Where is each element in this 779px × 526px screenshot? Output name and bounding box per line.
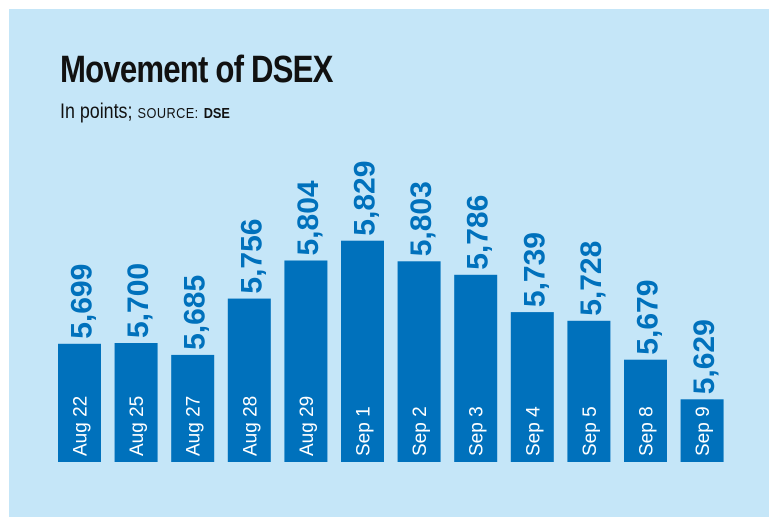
chart-subtitle: In points; SOURCE: DSE: [60, 101, 230, 122]
bar-sep-2: [397, 261, 441, 462]
chart-title: Movement of DSEX: [60, 49, 333, 91]
bar-aug-29: [284, 260, 328, 462]
subtitle-units: In points;: [60, 100, 133, 123]
bar-sep-4: [510, 312, 554, 462]
value-label: 5,629: [688, 319, 721, 394]
value-label: 5,679: [632, 280, 665, 355]
category-label: Aug 27: [184, 396, 205, 456]
category-label: Sep 9: [693, 406, 714, 456]
category-label: Sep 2: [410, 406, 431, 456]
value-label: 5,728: [575, 241, 608, 316]
value-label: 5,739: [518, 232, 551, 307]
category-label: Aug 22: [71, 396, 92, 456]
category-label: Aug 29: [297, 396, 318, 456]
source-label: SOURCE:: [137, 105, 199, 122]
value-label: 5,685: [179, 275, 212, 350]
value-label: 5,829: [349, 161, 382, 236]
category-label: Aug 25: [127, 396, 148, 456]
category-label: Sep 4: [523, 406, 544, 456]
category-label: Sep 1: [354, 406, 375, 456]
value-label: 5,756: [235, 219, 268, 294]
bar-sep-1: [341, 240, 384, 462]
value-label: 5,804: [292, 180, 325, 255]
bar-sep-3: [454, 274, 498, 462]
bar-sep-9: [680, 399, 724, 462]
value-label: 5,699: [66, 264, 99, 339]
bar-aug-25: [114, 343, 158, 462]
category-label: Sep 8: [637, 406, 658, 456]
bar-aug-28: [227, 298, 271, 462]
category-label: Sep 5: [580, 406, 601, 456]
value-label: 5,700: [122, 263, 155, 338]
source-value: DSE: [203, 105, 230, 122]
bar-sep-5: [567, 320, 611, 462]
category-label: Sep 3: [467, 406, 488, 456]
bar-aug-22: [58, 343, 101, 462]
value-label: 5,786: [462, 195, 495, 270]
bar-aug-27: [171, 354, 215, 462]
bar-sep-8: [624, 359, 667, 462]
category-label: Aug 28: [240, 396, 261, 456]
value-label: 5,803: [405, 181, 438, 256]
